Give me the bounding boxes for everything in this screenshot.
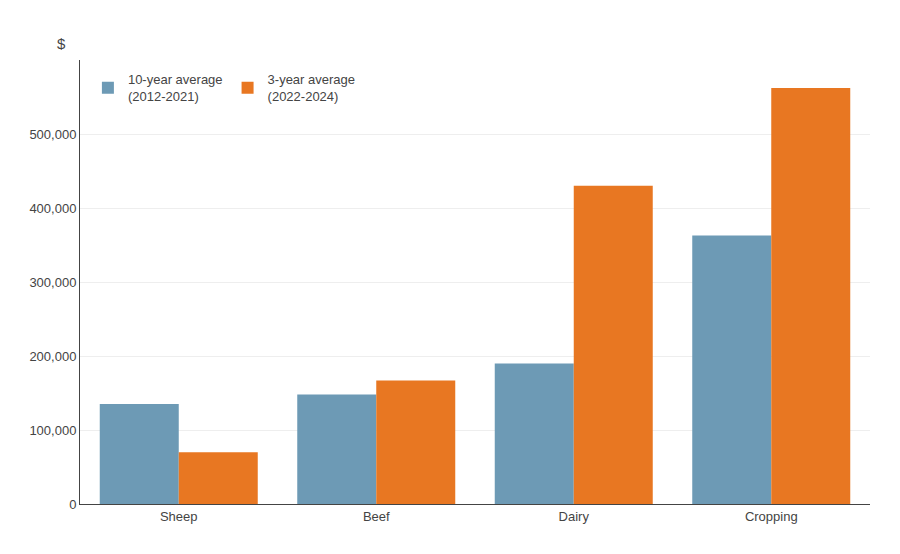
svg-text:500,000: 500,000 [29,127,76,142]
svg-text:Sheep: Sheep [160,509,198,524]
svg-text:$: $ [57,35,66,52]
svg-text:100,000: 100,000 [29,423,76,438]
svg-text:Dairy: Dairy [559,509,590,524]
svg-text:Beef: Beef [363,509,390,524]
svg-text:Cropping: Cropping [745,509,798,524]
svg-text:200,000: 200,000 [29,349,76,364]
svg-text:300,000: 300,000 [29,275,76,290]
svg-text:0: 0 [69,497,76,512]
svg-text:10-year average(2012-2021): 10-year average(2012-2021) [128,72,223,104]
svg-text:3-year average(2022-2024): 3-year average(2022-2024) [268,72,355,104]
svg-text:400,000: 400,000 [29,201,76,216]
